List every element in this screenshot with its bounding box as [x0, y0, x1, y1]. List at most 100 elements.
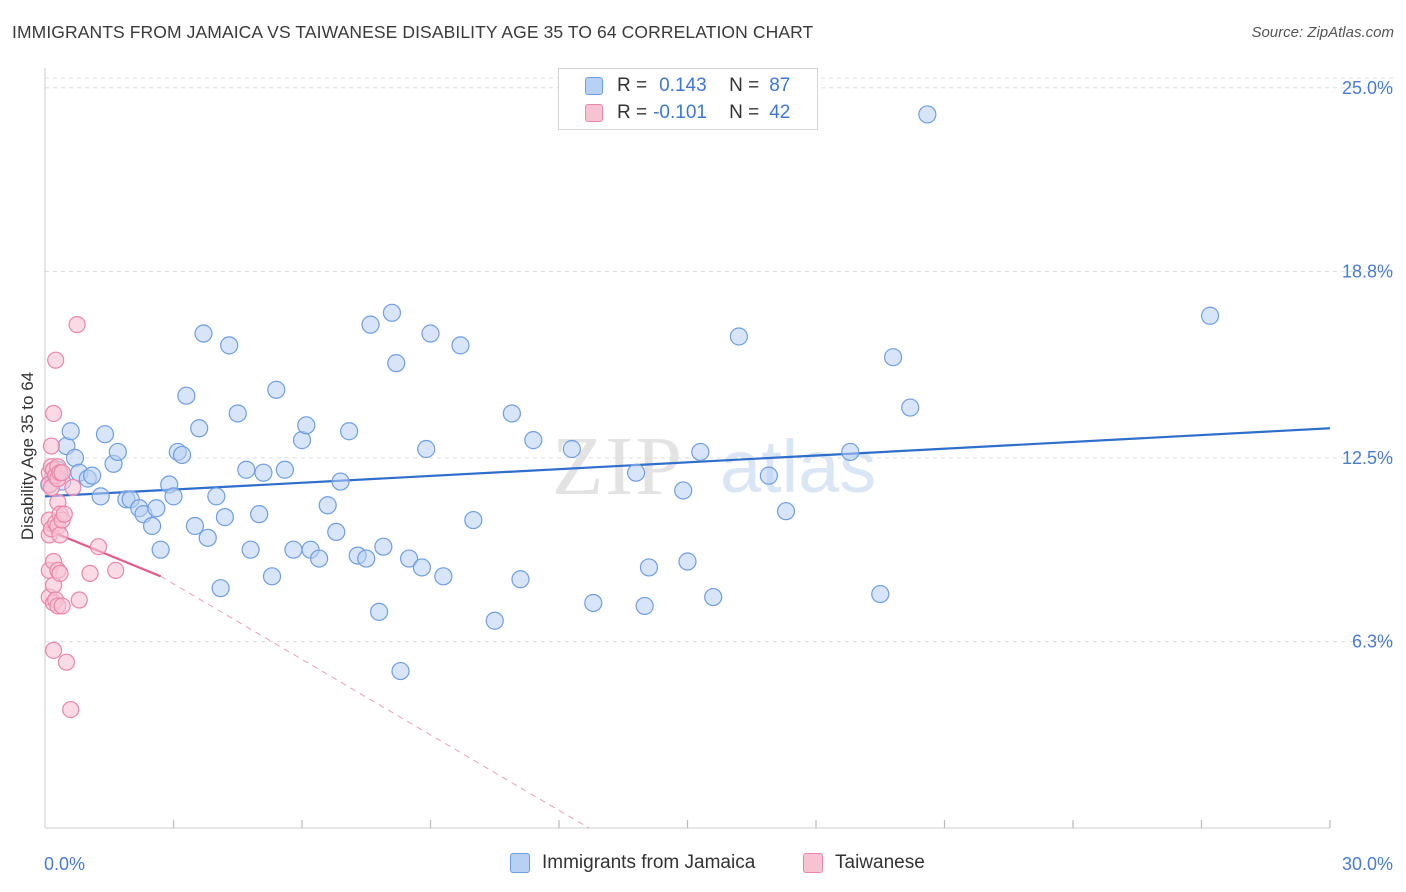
jamaica-point — [511, 570, 530, 589]
taiwanese-point — [70, 591, 88, 609]
jamaica-point — [220, 336, 239, 355]
jamaica-point — [61, 422, 80, 441]
taiwanese-point — [44, 404, 63, 423]
taiwanese-point — [107, 561, 125, 579]
jamaica-point — [108, 442, 127, 462]
y-tick-label: 6.3% — [1352, 631, 1393, 651]
jamaica-point — [871, 584, 890, 604]
taiwanese-point — [44, 641, 63, 659]
jamaica-point — [918, 105, 937, 124]
jamaica-point — [172, 445, 192, 465]
x-tick-label: 0.0% — [44, 854, 85, 874]
jamaica-point — [284, 540, 303, 559]
jamaica-point — [215, 508, 234, 527]
jamaica-point — [164, 487, 183, 506]
jamaica-point — [241, 540, 260, 559]
taiwanese-point — [89, 538, 108, 556]
jamaica-point — [151, 540, 170, 559]
tick-labels: 6.3% 12.5% 18.8% 25.0% 0.0% 30.0% — [44, 78, 1393, 874]
legend-row-jamaica: R = 0.143 N = 87 — [585, 73, 790, 99]
taiwanese-point — [53, 464, 71, 482]
jamaica-point — [451, 336, 470, 355]
jamaica-point — [91, 487, 110, 506]
jamaica-point — [399, 549, 419, 568]
n-label: N = — [729, 102, 760, 123]
jamaica-point — [635, 596, 654, 616]
taiwanese-point — [81, 564, 99, 582]
r-value: -0.101 — [653, 102, 707, 123]
jamaica-trend-line — [44, 427, 1331, 498]
taiwanese-point — [51, 564, 69, 582]
jamaica-point — [262, 567, 282, 586]
jamaica-point — [485, 611, 504, 630]
taiwanese-point — [57, 653, 76, 671]
y-tick-label: 25.0% — [1342, 78, 1393, 98]
blue-swatch-icon — [585, 77, 603, 95]
jamaica-point — [211, 579, 230, 598]
n-value: 87 — [769, 75, 791, 96]
jamaica-point — [198, 528, 217, 547]
chart-title: IMMIGRANTS FROM JAMAICA VS TAIWANESE DIS… — [12, 22, 814, 42]
r-value: 0.143 — [659, 75, 707, 96]
y-axis-title: Disability Age 35 to 64 — [18, 372, 37, 540]
jamaica-point — [237, 460, 256, 479]
taiwanese-point — [53, 597, 71, 615]
blue-swatch-icon — [510, 853, 530, 873]
jamaica-point — [382, 303, 402, 322]
jamaica-point — [412, 558, 432, 577]
taiwanese-point — [55, 505, 73, 523]
y-tick-label: 18.8% — [1342, 261, 1393, 281]
jamaica-point — [759, 466, 778, 485]
jamaica-point — [357, 549, 376, 568]
jamaica-point — [417, 439, 436, 459]
jamaica-point — [142, 516, 162, 536]
jamaica-point — [841, 442, 860, 462]
correlation-legend: R = 0.143 N = 87 R = -0.101 N = 42 — [558, 68, 818, 130]
jamaica-point — [464, 510, 483, 530]
jamaica-point — [327, 522, 346, 542]
r-label: R = — [617, 75, 648, 96]
r-label: R = — [617, 102, 648, 123]
y-tick-label: 12.5% — [1342, 448, 1393, 468]
jamaica-point — [207, 487, 226, 506]
series-name: Taiwanese — [835, 852, 925, 873]
jamaica-point — [318, 496, 337, 515]
jamaica-point — [678, 552, 697, 571]
taiwanese-point — [64, 478, 82, 497]
source-credit: Source: ZipAtlas.com — [1251, 24, 1394, 41]
jamaica-point — [228, 404, 247, 423]
jamaica-point — [147, 499, 166, 518]
jamaica-point — [691, 442, 710, 462]
jamaica-point — [776, 502, 796, 521]
taiwanese-point — [62, 700, 80, 719]
jamaica-point — [374, 537, 393, 556]
watermark-atlas: atlas — [720, 425, 876, 508]
jamaica-point — [185, 516, 205, 536]
pink-swatch-icon — [585, 104, 603, 122]
jamaica-point — [83, 466, 102, 485]
jamaica-point — [626, 463, 646, 482]
x-tick-label: 30.0% — [1342, 854, 1393, 874]
jamaica-point — [361, 315, 380, 334]
jamaica-point — [194, 324, 213, 343]
jamaica-point — [177, 386, 196, 405]
jamaica-point — [421, 324, 440, 343]
jamaica-point — [562, 439, 581, 459]
jamaica-point — [524, 431, 543, 450]
jamaica-point — [254, 463, 273, 482]
jamaica-point — [1200, 306, 1220, 325]
jamaica-point — [275, 460, 294, 479]
axes — [44, 68, 1331, 829]
taiwanese-point — [47, 351, 65, 369]
jamaica-point — [901, 398, 920, 417]
jamaica-point — [502, 404, 521, 423]
jamaica-point — [391, 661, 410, 681]
jamaica-point — [704, 587, 723, 607]
jamaica-point — [370, 602, 389, 621]
jamaica-point — [387, 354, 406, 373]
jamaica-point — [434, 567, 453, 586]
n-label: N = — [729, 75, 760, 96]
jamaica-point — [190, 419, 209, 438]
pink-swatch-icon — [803, 853, 823, 873]
